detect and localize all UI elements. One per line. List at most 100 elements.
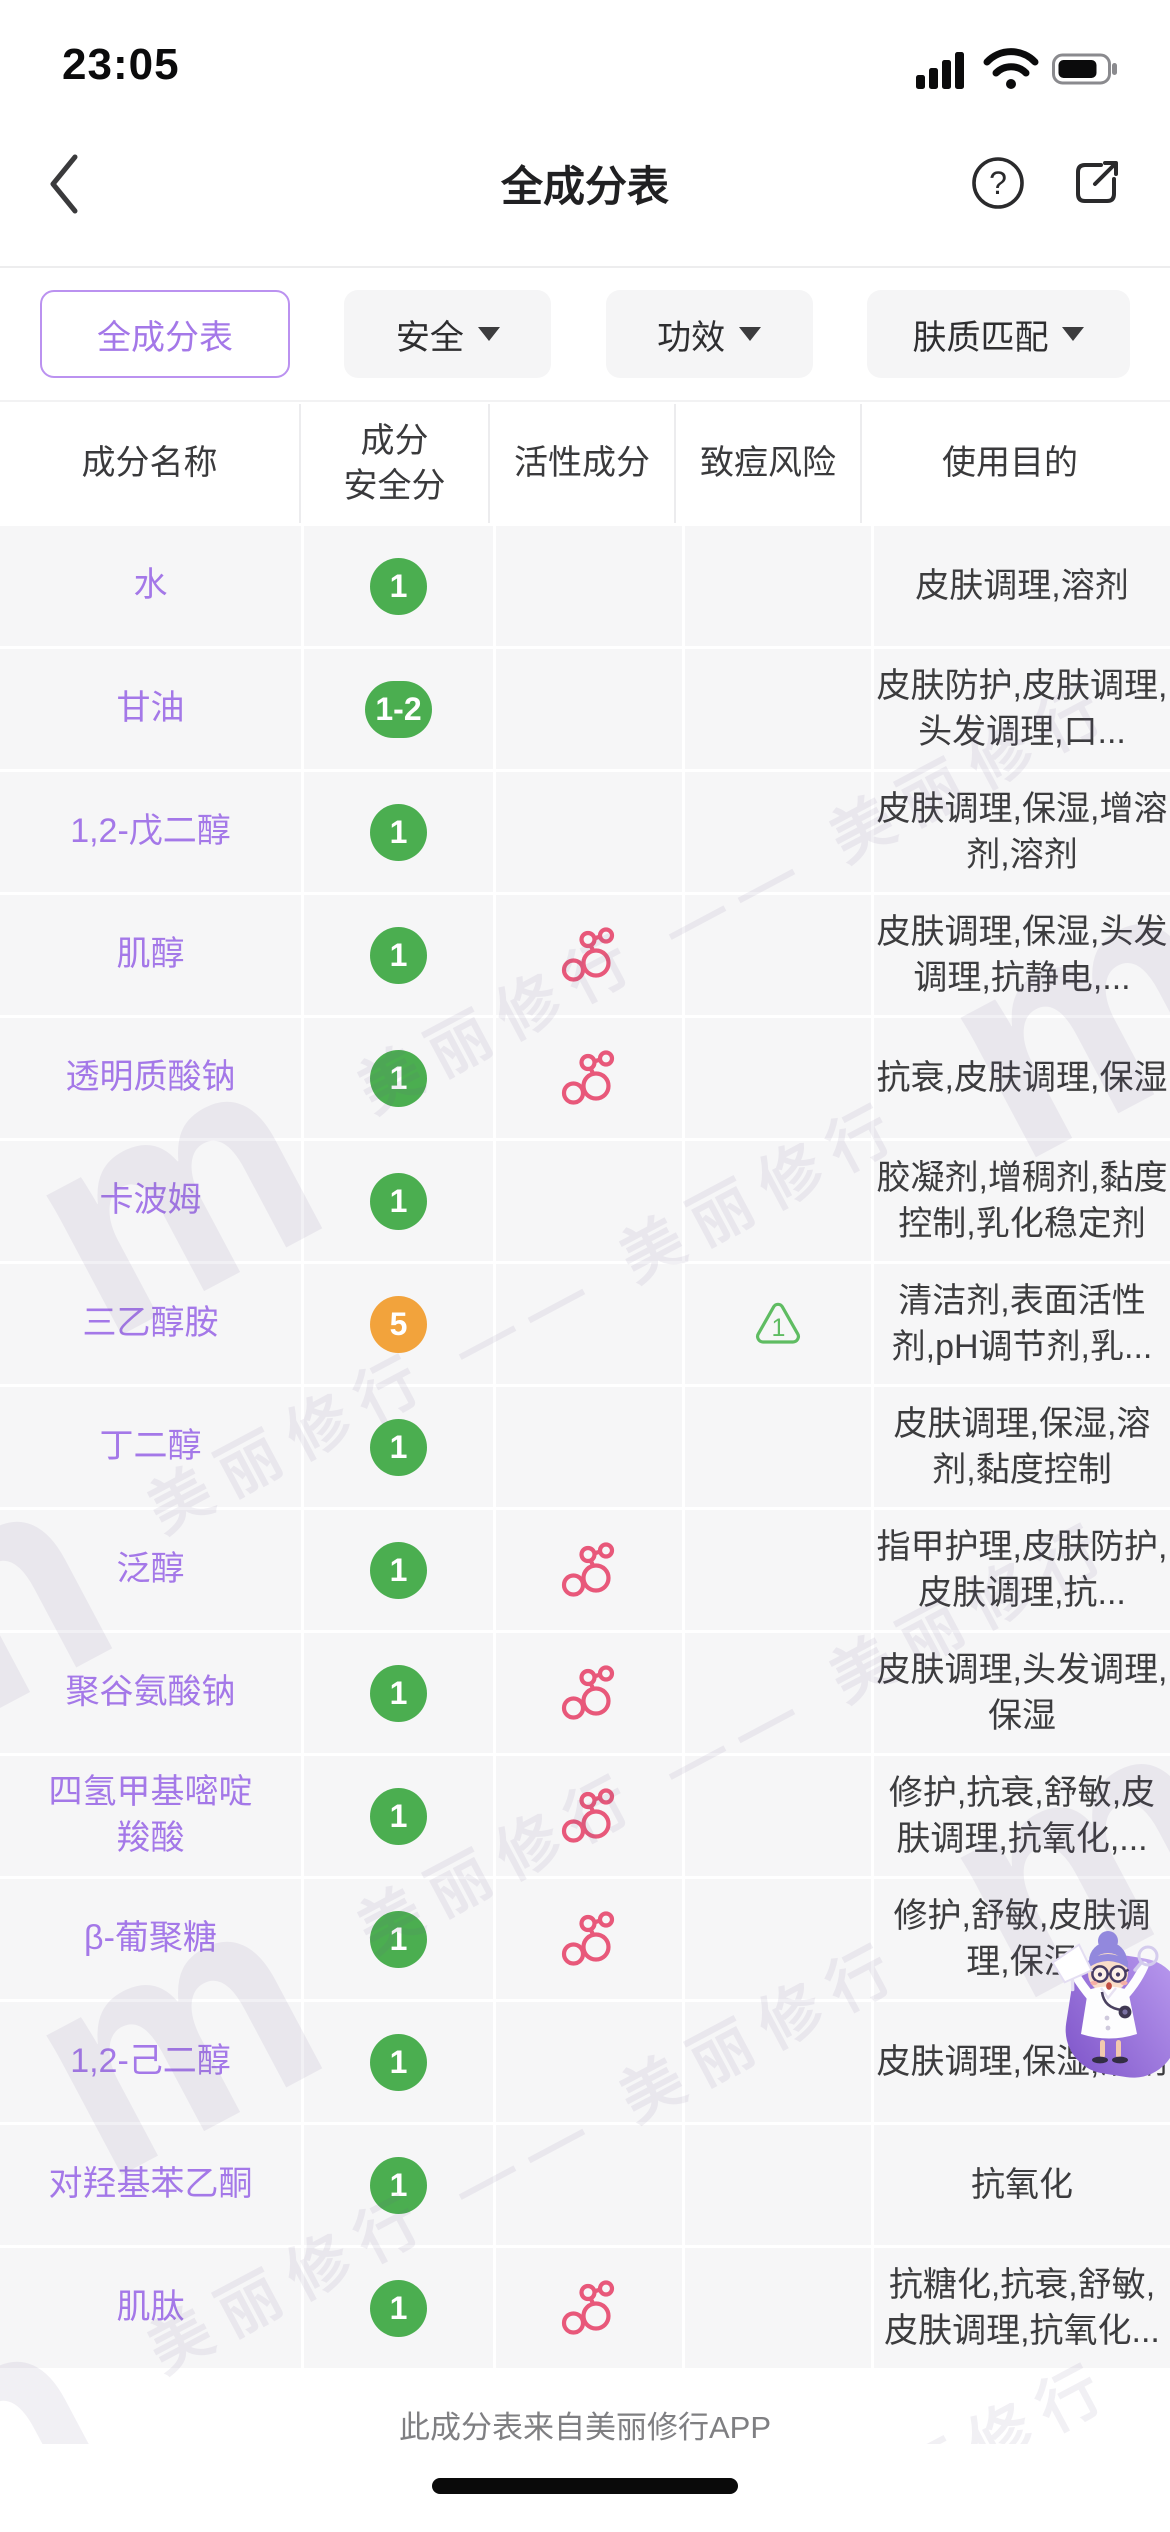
table-header: 成分名称 成分 安全分 活性成分 致痘风险 使用目的 <box>0 404 1170 523</box>
acne-risk-cell <box>685 1633 871 1753</box>
purpose-text: 皮肤调理,保湿,溶剂,黏度控制 <box>893 1405 1151 1489</box>
purpose-cell: 抗衰,皮肤调理,保湿 <box>874 1018 1170 1138</box>
purpose-text: 胶凝剂,增稠剂,黏度控制,乳化稳定剂 <box>876 1159 1168 1243</box>
filter-safety-dropdown[interactable]: 安全 <box>344 290 552 378</box>
purpose-text: 修护,抗衰,舒敏,皮肤调理,抗氧化,... <box>888 1774 1156 1858</box>
purpose-cell: 抗氧化 <box>874 2125 1170 2245</box>
filter-efficacy-dropdown[interactable]: 功效 <box>605 290 813 378</box>
share-button[interactable] <box>1068 155 1124 211</box>
acne-risk-cell <box>685 1756 871 1876</box>
purpose-text: 皮肤调理,保湿,增溶剂,溶剂 <box>876 790 1168 874</box>
filter-label: 安全 <box>395 318 464 357</box>
source-note: 此成分表来自美丽修行APP <box>398 2410 772 2445</box>
safety-score-cell: 1 <box>304 895 493 1015</box>
table-row[interactable]: 丁二醇 1 皮肤调理,保湿,溶剂,黏度控制 <box>0 1387 1170 1507</box>
table-row[interactable]: 泛醇 1 指甲护理,皮肤防护,皮肤调理,抗... <box>0 1510 1170 1630</box>
active-ingredient-cell <box>496 2002 682 2122</box>
acne-risk-cell <box>685 895 871 1015</box>
filter-label: 功效 <box>657 318 726 357</box>
ingredient-name-link[interactable]: 丁二醇 <box>0 1387 301 1507</box>
column-header-safety-score: 成分 安全分 <box>301 404 490 523</box>
acne-risk-cell <box>685 1879 871 1999</box>
purpose-cell: 皮肤调理,保湿,增溶剂,溶剂 <box>874 772 1170 892</box>
safety-score-badge: 1 <box>370 803 427 861</box>
safety-score-badge: 1 <box>370 2279 427 2337</box>
acne-risk-cell <box>685 2002 871 2122</box>
page-title: 全成分表 <box>500 162 669 210</box>
ingredient-name-link[interactable]: 四氢甲基嘧啶羧酸 <box>0 1756 301 1876</box>
caret-down-icon <box>1062 327 1085 341</box>
table-row[interactable]: 三乙醇胺 5 1 清洁剂,表面活性剂,pH调节剂,乳... <box>0 1264 1170 1384</box>
table-row[interactable]: 卡波姆 1 胶凝剂,增稠剂,黏度控制,乳化稳定剂 <box>0 1141 1170 1261</box>
filter-bar: 全成分表 安全 功效 肤质匹配 <box>0 268 1170 402</box>
back-button[interactable] <box>46 150 90 218</box>
purpose-text: 皮肤调理,头发调理,保湿 <box>876 1651 1168 1735</box>
ingredient-name-link[interactable]: 聚谷氨酸钠 <box>0 1633 301 1753</box>
purpose-cell: 皮肤调理,保湿,溶剂,黏度控制 <box>874 1387 1170 1507</box>
column-header-name: 成分名称 <box>0 404 301 523</box>
purpose-text: 抗糖化,抗衰,舒敏,皮肤调理,抗氧化... <box>884 2266 1160 2350</box>
ingredient-name-link[interactable]: 肌醇 <box>0 895 301 1015</box>
active-ingredient-cell <box>496 1756 682 1876</box>
ingredient-name-link[interactable]: 水 <box>0 526 301 646</box>
ingredient-name-link[interactable]: 泛醇 <box>0 1510 301 1630</box>
purpose-cell: 抗糖化,抗衰,舒敏,皮肤调理,抗氧化... <box>874 2248 1170 2368</box>
caret-down-icon <box>739 327 762 341</box>
safety-score-badge: 1 <box>370 2156 427 2214</box>
active-ingredient-cell <box>496 2125 682 2245</box>
table-row[interactable]: 甘油 1-2 皮肤防护,皮肤调理,头发调理,口... <box>0 649 1170 769</box>
purpose-cell: 皮肤调理,头发调理,保湿 <box>874 1633 1170 1753</box>
ingredient-name-link[interactable]: 甘油 <box>0 649 301 769</box>
tab-full-ingredient-list[interactable]: 全成分表 <box>40 290 290 378</box>
ingredient-name-link[interactable]: 对羟基苯乙酮 <box>0 2125 301 2245</box>
safety-score-cell: 1 <box>304 772 493 892</box>
table-row[interactable]: 四氢甲基嘧啶羧酸 1 修护,抗衰,舒敏,皮肤调理,抗氧化,... <box>0 1756 1170 1876</box>
active-ingredient-cell <box>496 1018 682 1138</box>
table-row[interactable]: 1,2-己二醇 1 皮肤调理,保湿,溶剂 <box>0 2002 1170 2122</box>
filter-skin-match-dropdown[interactable]: 肤质匹配 <box>866 290 1130 378</box>
table-row[interactable]: 透明质酸钠 1 抗衰,皮肤调理,保湿 <box>0 1018 1170 1138</box>
ingredient-name-link[interactable]: 三乙醇胺 <box>0 1264 301 1384</box>
home-indicator[interactable] <box>432 2478 738 2494</box>
table-row[interactable]: β-葡聚糖 1 修护,舒敏,皮肤调理,保湿 <box>0 1879 1170 1999</box>
ingredient-name-link[interactable]: 透明质酸钠 <box>0 1018 301 1138</box>
safety-score-badge: 1 <box>370 1541 427 1599</box>
active-ingredient-cell <box>496 1879 682 1999</box>
table-row[interactable]: 肌肽 1 抗糖化,抗衰,舒敏,皮肤调理,抗氧化... <box>0 2248 1170 2368</box>
active-ingredient-icon <box>561 1788 615 1843</box>
safety-score-badge: 1 <box>370 1172 427 1230</box>
safety-score-cell: 1 <box>304 2002 493 2122</box>
chevron-left-icon <box>50 154 78 214</box>
ingredient-name-link[interactable]: 1,2-己二醇 <box>0 2002 301 2122</box>
wifi-icon <box>983 48 1039 89</box>
acne-risk-cell <box>685 1510 871 1630</box>
active-ingredient-cell <box>496 2248 682 2368</box>
acne-risk-cell <box>685 526 871 646</box>
column-header-purpose: 使用目的 <box>942 444 1078 483</box>
purpose-text: 皮肤调理,保湿,头发调理,抗静电,... <box>876 913 1168 997</box>
ingredient-name-link[interactable]: β-葡聚糖 <box>0 1879 301 1999</box>
safety-score-cell: 1 <box>304 1510 493 1630</box>
purpose-cell: 胶凝剂,增稠剂,黏度控制,乳化稳定剂 <box>874 1141 1170 1261</box>
column-header-active: 活性成分 <box>490 404 676 523</box>
safety-score-cell: 1 <box>304 1141 493 1261</box>
nav-bar: 全成分表 ? <box>0 100 1170 268</box>
help-button[interactable]: ? <box>970 155 1026 211</box>
acne-risk-cell <box>685 772 871 892</box>
table-row[interactable]: 水 1 皮肤调理,溶剂 <box>0 526 1170 646</box>
doctor-mascot <box>1038 1928 1170 2084</box>
safety-score-cell: 5 <box>304 1264 493 1384</box>
ingredient-name-link[interactable]: 肌肽 <box>0 2248 301 2368</box>
table-row[interactable]: 聚谷氨酸钠 1 皮肤调理,头发调理,保湿 <box>0 1633 1170 1753</box>
table-row[interactable]: 1,2-戊二醇 1 皮肤调理,保湿,增溶剂,溶剂 <box>0 772 1170 892</box>
caret-down-icon <box>477 327 500 341</box>
active-ingredient-cell <box>496 1510 682 1630</box>
active-ingredient-cell <box>496 1633 682 1753</box>
table-row[interactable]: 肌醇 1 皮肤调理,保湿,头发调理,抗静电,... <box>0 895 1170 1015</box>
ingredient-name-link[interactable]: 卡波姆 <box>0 1141 301 1261</box>
active-ingredient-cell <box>496 649 682 769</box>
active-ingredient-cell <box>496 772 682 892</box>
ingredient-name-link[interactable]: 1,2-戊二醇 <box>0 772 301 892</box>
table-row[interactable]: 对羟基苯乙酮 1 抗氧化 <box>0 2125 1170 2245</box>
cellular-signal-icon <box>916 52 964 89</box>
